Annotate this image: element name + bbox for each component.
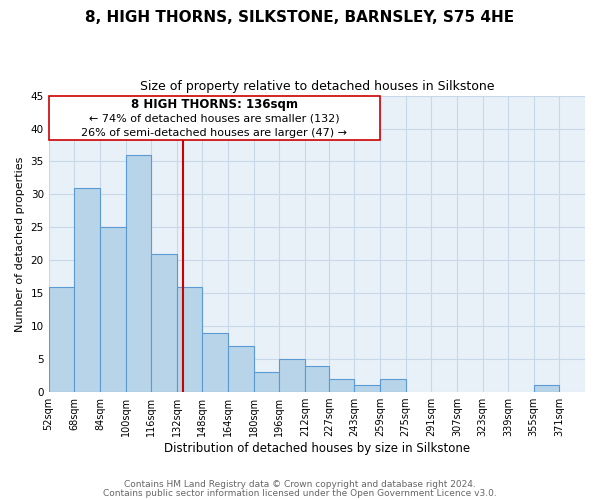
Bar [228, 346, 254, 392]
Bar [74, 188, 100, 392]
Text: 8 HIGH THORNS: 136sqm: 8 HIGH THORNS: 136sqm [131, 98, 298, 110]
Text: 26% of semi-detached houses are larger (47) →: 26% of semi-detached houses are larger (… [82, 128, 347, 138]
Bar [380, 379, 406, 392]
Bar [305, 366, 329, 392]
Bar [177, 286, 202, 392]
Bar [329, 379, 355, 392]
Bar [49, 286, 74, 392]
Bar [534, 386, 559, 392]
FancyBboxPatch shape [49, 96, 380, 140]
Bar [100, 228, 125, 392]
Title: Size of property relative to detached houses in Silkstone: Size of property relative to detached ho… [140, 80, 494, 93]
Text: Contains public sector information licensed under the Open Government Licence v3: Contains public sector information licen… [103, 490, 497, 498]
Bar [125, 155, 151, 392]
Bar [355, 386, 380, 392]
Bar [202, 333, 228, 392]
Y-axis label: Number of detached properties: Number of detached properties [15, 156, 25, 332]
Bar [151, 254, 177, 392]
Bar [279, 359, 305, 392]
X-axis label: Distribution of detached houses by size in Silkstone: Distribution of detached houses by size … [164, 442, 470, 455]
Bar [254, 372, 279, 392]
Text: ← 74% of detached houses are smaller (132): ← 74% of detached houses are smaller (13… [89, 114, 340, 124]
Text: Contains HM Land Registry data © Crown copyright and database right 2024.: Contains HM Land Registry data © Crown c… [124, 480, 476, 489]
Text: 8, HIGH THORNS, SILKSTONE, BARNSLEY, S75 4HE: 8, HIGH THORNS, SILKSTONE, BARNSLEY, S75… [85, 10, 515, 25]
